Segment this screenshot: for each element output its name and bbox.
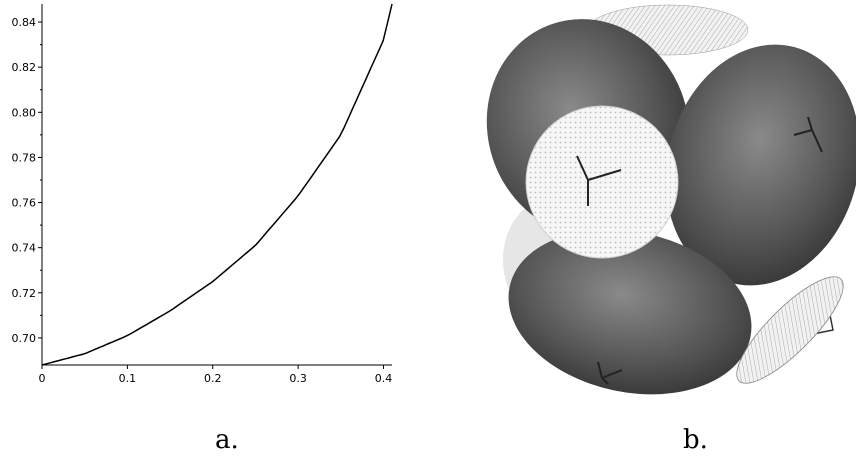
y-tick-label: 0.72 — [12, 287, 37, 300]
x-tick-label: 0.3 — [289, 372, 307, 385]
panel-caption-a: a. — [215, 425, 239, 455]
data-line — [41, 3, 393, 366]
dark-lobe-right — [665, 44, 856, 286]
y-tick-label: 0.74 — [12, 242, 37, 255]
light-lobe-bottom-right — [736, 276, 844, 384]
y-tick-label: 0.70 — [12, 332, 37, 345]
x-tick-label: 0 — [39, 372, 46, 385]
y-tick-label: 0.80 — [12, 106, 37, 119]
line-chart: 0.70 0.72 0.74 0.76 0.78 0.80 0.82 0.84 0 0.1 0.2 0… — [12, 3, 393, 385]
x-tick-label: 0.2 — [204, 372, 222, 385]
tripod-right — [793, 116, 823, 153]
y-tick-label: 0.82 — [12, 61, 37, 74]
y-tick-label: 0.76 — [12, 197, 37, 210]
3d-orbital-render — [486, 4, 856, 395]
tripod-bottom — [597, 361, 623, 385]
x-tick-label: 0.1 — [119, 372, 137, 385]
panel-caption-b: b. — [683, 425, 708, 455]
dark-lobe-bottom — [508, 229, 752, 395]
light-lobe-center — [525, 105, 679, 259]
chart-ticks: 0.70 0.72 0.74 0.76 0.78 0.80 0.82 0.84 0 0.1 0.2 0… — [12, 16, 393, 385]
x-tick-label: 0.4 — [375, 372, 393, 385]
chart-axes — [41, 4, 392, 366]
tripod-center — [576, 155, 622, 206]
y-tick-label: 0.84 — [12, 16, 37, 29]
y-tick-label: 0.78 — [12, 151, 37, 164]
